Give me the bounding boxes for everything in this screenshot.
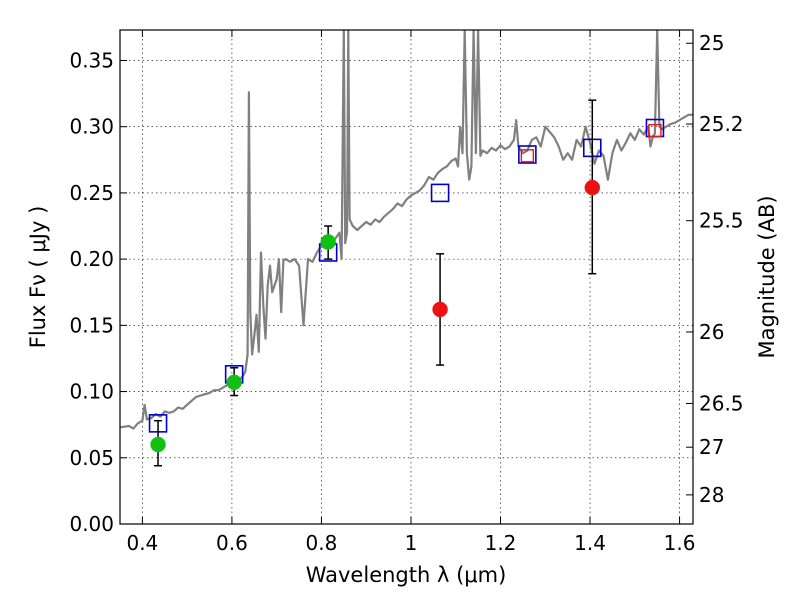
y-tick-label: 0.30	[69, 115, 114, 139]
green-data-point	[150, 436, 166, 453]
limit-marker-square	[520, 149, 535, 163]
x-tick-label: 0.4	[126, 531, 158, 555]
y-tick-label: 0.15	[69, 313, 114, 337]
y-axis-label: Flux Fν ( μJy )	[26, 206, 50, 349]
model-photometry-square	[518, 145, 537, 164]
green-data-point	[320, 234, 336, 250]
right-tick-label: 26.5	[699, 391, 744, 415]
right-tick-label: 25.5	[699, 209, 744, 233]
limit-marker-square	[648, 123, 662, 138]
right-tick-label: 27	[699, 435, 724, 459]
axes: 0.4 0.6 0.8 1 1.2 1.4 1.6 0.00 0.05 0.10 0.15 0.20 0…	[69, 30, 744, 555]
x-tick-label: 0.8	[306, 531, 338, 555]
green-data-point	[226, 374, 242, 391]
x-tick-label: 0.6	[216, 531, 248, 555]
y-tick-label: 0.00	[69, 512, 114, 536]
markers	[148, 99, 665, 467]
right-tick-label: 28	[699, 483, 724, 507]
red-data-point	[432, 301, 448, 318]
y-tick-label: 0.05	[69, 446, 114, 470]
model-photometry-square	[430, 183, 450, 203]
right-tick-label: 25.2	[699, 112, 744, 136]
y-tick-label: 0.35	[69, 48, 114, 72]
right-tick-label: 26	[699, 320, 724, 344]
x-tick-label: 1.4	[574, 531, 606, 555]
x-tick-label: 1.6	[664, 531, 696, 555]
y-tick-label: 0.20	[69, 247, 114, 271]
right-tick-label: 25	[699, 31, 724, 55]
y-tick-label: 0.10	[69, 380, 114, 404]
x-tick-label: 1	[405, 531, 418, 555]
right-axis-label: Magnitude (AB)	[755, 195, 779, 358]
x-axis-label: Wavelength λ (μm)	[306, 563, 507, 587]
y-tick-label: 0.25	[69, 181, 114, 205]
plot-frame	[119, 29, 694, 525]
red-data-point	[584, 179, 601, 196]
x-tick-label: 1.2	[485, 531, 517, 555]
